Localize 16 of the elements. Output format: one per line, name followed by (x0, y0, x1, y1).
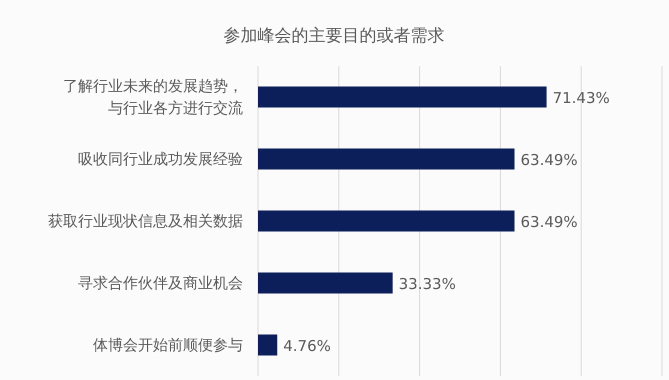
y-tick-label: 了解行业未来的发展趋势，与行业各方进行交流 (63, 77, 243, 117)
y-tick-label: 寻求合作伙伴及商业机会 (78, 274, 243, 292)
y-tick-label: 获取行业现状信息及相关数据 (48, 212, 243, 230)
bar (258, 272, 393, 294)
bar (258, 148, 514, 170)
data-label: 63.49% (520, 151, 578, 169)
data-label: 63.49% (520, 213, 578, 231)
bar (258, 210, 514, 232)
data-label: 33.33% (398, 275, 456, 293)
bar (258, 334, 278, 356)
data-label: 71.43% (552, 89, 610, 107)
y-tick-label: 体博会开始前顺便参与 (93, 336, 243, 354)
bar (258, 86, 547, 108)
data-label: 4.76% (283, 337, 331, 355)
y-tick-label: 吸收同行业成功发展经验 (78, 150, 243, 168)
chart-title: 参加峰会的主要目的或者需求 (224, 26, 444, 46)
